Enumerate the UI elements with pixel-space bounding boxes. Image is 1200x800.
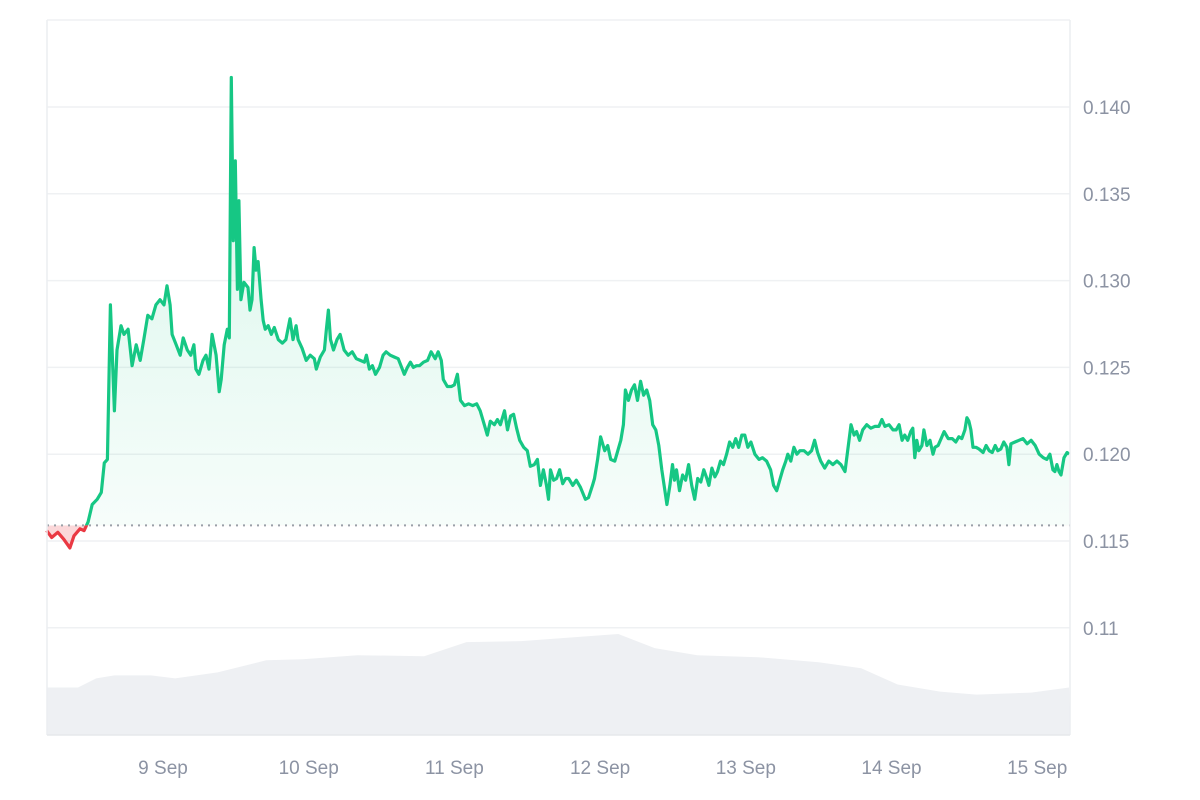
y-tick-label: 0.115	[1083, 532, 1129, 553]
x-tick-label: 14 Sep	[861, 758, 921, 779]
y-tick-label: 0.125	[1083, 358, 1131, 379]
x-tick-label: 10 Sep	[279, 758, 339, 779]
volume-area	[47, 634, 1070, 735]
gridlines	[47, 19, 1070, 629]
x-axis: 9 Sep 10 Sep 11 Sep 12 Sep 13 Sep 14 Sep…	[138, 758, 1067, 779]
x-tick-label: 15 Sep	[1007, 758, 1067, 779]
x-tick-label: 12 Sep	[570, 758, 630, 779]
y-tick-label: 0.130	[1083, 272, 1131, 293]
y-tick-label: 0.11	[1083, 619, 1119, 640]
price-area-above-reference	[46, 77, 1070, 526]
price-line-up	[84, 75, 1071, 526]
y-tick-label: 0.135	[1083, 185, 1131, 206]
x-tick-label: 9 Sep	[138, 758, 188, 779]
x-tick-label: 13 Sep	[716, 758, 776, 779]
y-axis: 0.140 0.135 0.130 0.125 0.120 0.115 0.11	[1083, 98, 1131, 640]
chart-frame	[46, 20, 1071, 736]
y-tick-label: 0.120	[1083, 445, 1131, 466]
x-tick-label: 11 Sep	[425, 758, 484, 779]
y-tick-label: 0.140	[1083, 98, 1131, 119]
